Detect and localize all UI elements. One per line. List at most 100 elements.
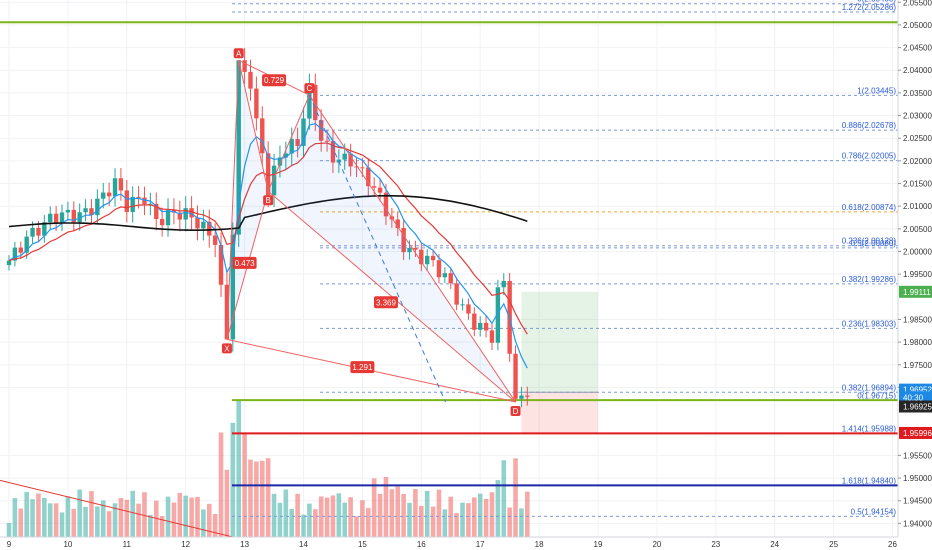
- candle-body: [366, 167, 371, 187]
- harmonic-pattern[interactable]: X A B C D 0.729 0.473 3.369 1.291: [221, 48, 521, 416]
- pattern-ratio-1: 0.473: [235, 259, 256, 268]
- candle-body: [195, 217, 200, 229]
- candle-body: [401, 227, 406, 253]
- candle-body: [360, 167, 365, 169]
- price-tick-label-11: 2.00000: [903, 248, 932, 257]
- volume-bar: [383, 476, 389, 537]
- candle-body: [525, 395, 530, 397]
- fib-label-7: 0.5(2.00080): [851, 239, 897, 248]
- candle-body: [101, 192, 106, 199]
- volume-bar: [365, 508, 371, 537]
- volume-bar: [171, 502, 177, 537]
- volume-bar: [12, 498, 18, 537]
- candle-body: [218, 244, 224, 285]
- volume-bar: [483, 498, 489, 537]
- candle-body: [495, 287, 501, 343]
- volume-bar: [466, 503, 471, 537]
- candle-body: [83, 208, 88, 213]
- candle-body: [154, 203, 159, 220]
- pattern-point-d[interactable]: [510, 405, 521, 416]
- time-tick-label-0: 9: [7, 540, 12, 549]
- fib-label-3: 0.886(2.02678): [842, 121, 897, 130]
- pattern-ratio-box[interactable]: [262, 74, 287, 87]
- volume-bar: [77, 489, 82, 537]
- candle-body: [442, 273, 448, 278]
- candle-body: [118, 178, 124, 191]
- candle-body: [289, 139, 294, 154]
- descending-trendline[interactable]: [0, 479, 233, 538]
- price-candles: [6, 48, 530, 408]
- price-tag[interactable]: [899, 391, 932, 404]
- fib-label-4: 0.786(2.02005): [842, 152, 897, 161]
- horizontal-lines[interactable]: [0, 21, 898, 487]
- time-axis[interactable]: 91011121314151617181920232425262730: [0, 536, 932, 550]
- position-target-zone[interactable]: [521, 291, 598, 393]
- volume-bar: [59, 512, 65, 537]
- volume-bar: [312, 509, 318, 537]
- candle-body: [313, 84, 318, 121]
- volume-bar: [165, 496, 171, 537]
- pattern-ratio-0: 0.729: [264, 76, 285, 85]
- candle-body: [189, 208, 194, 218]
- long-position-box[interactable]: [521, 291, 598, 434]
- volume-bar: [83, 506, 88, 537]
- time-tick-label-12: 23: [711, 540, 720, 549]
- volume-bar: [460, 502, 465, 537]
- time-tick-label-9: 18: [535, 540, 544, 549]
- volume-bar: [212, 513, 218, 537]
- pattern-point-label-c: C: [306, 84, 312, 93]
- volume-bar: [330, 495, 336, 537]
- volume-bar: [348, 497, 353, 537]
- candle-body: [265, 153, 271, 196]
- candle-body: [430, 255, 436, 261]
- price-tick-label-9: 2.01000: [903, 202, 932, 211]
- price-axis[interactable]: 2.05500 2.05000 2.04500 2.04000 2.03500 2.030…: [897, 0, 932, 550]
- fib-label-1: 1.272(2.05286): [842, 3, 897, 12]
- volume-bar: [436, 489, 442, 537]
- volume-bar: [277, 502, 283, 537]
- candle-body: [48, 213, 53, 223]
- volume-bar: [159, 515, 165, 537]
- candle-body: [413, 247, 418, 250]
- volume-bar: [195, 496, 200, 537]
- position-stop-zone[interactable]: [521, 392, 598, 434]
- pattern-point-label-d: D: [513, 407, 519, 416]
- candle-body: [419, 249, 424, 265]
- volume-bar: [424, 490, 430, 537]
- candle-body: [501, 280, 506, 288]
- volume-bar: [360, 500, 365, 537]
- candle-body: [106, 192, 112, 197]
- candle-body: [478, 322, 483, 330]
- pattern-point-c[interactable]: [304, 83, 315, 94]
- price-tag[interactable]: [899, 426, 932, 439]
- volume-bar: [42, 497, 47, 537]
- pattern-ratio-3: 1.291: [352, 363, 373, 372]
- volume-bar: [271, 493, 277, 537]
- candle-body: [348, 153, 353, 167]
- candle-body: [112, 178, 118, 197]
- time-tick-label-13: 24: [770, 540, 779, 549]
- price-tag[interactable]: [899, 285, 932, 298]
- volume-bar: [318, 496, 324, 537]
- price-tag[interactable]: [899, 400, 932, 413]
- volume-bar: [295, 493, 300, 537]
- time-tick-label-15: 26: [888, 540, 897, 549]
- volume-bar: [265, 458, 271, 537]
- trend-lines[interactable]: [0, 479, 233, 538]
- pattern-point-x[interactable]: [221, 343, 232, 354]
- pattern-ratio-box[interactable]: [350, 361, 375, 374]
- pattern-ratio-box[interactable]: [373, 296, 398, 309]
- volume-bar: [95, 506, 100, 537]
- ma-mid-line: [8, 142, 528, 335]
- volume-bar: [354, 516, 359, 537]
- volume-bar: [18, 508, 24, 537]
- price-tag-label-3: 1.96925: [903, 402, 932, 411]
- candle-body: [18, 247, 23, 253]
- price-tag-label-1: 1.96952: [903, 386, 932, 395]
- candle-body: [224, 284, 230, 340]
- candle-body: [472, 313, 477, 330]
- pattern-ratio-box[interactable]: [232, 256, 257, 269]
- pattern-point-a[interactable]: [233, 48, 244, 59]
- pattern-point-b[interactable]: [263, 195, 274, 206]
